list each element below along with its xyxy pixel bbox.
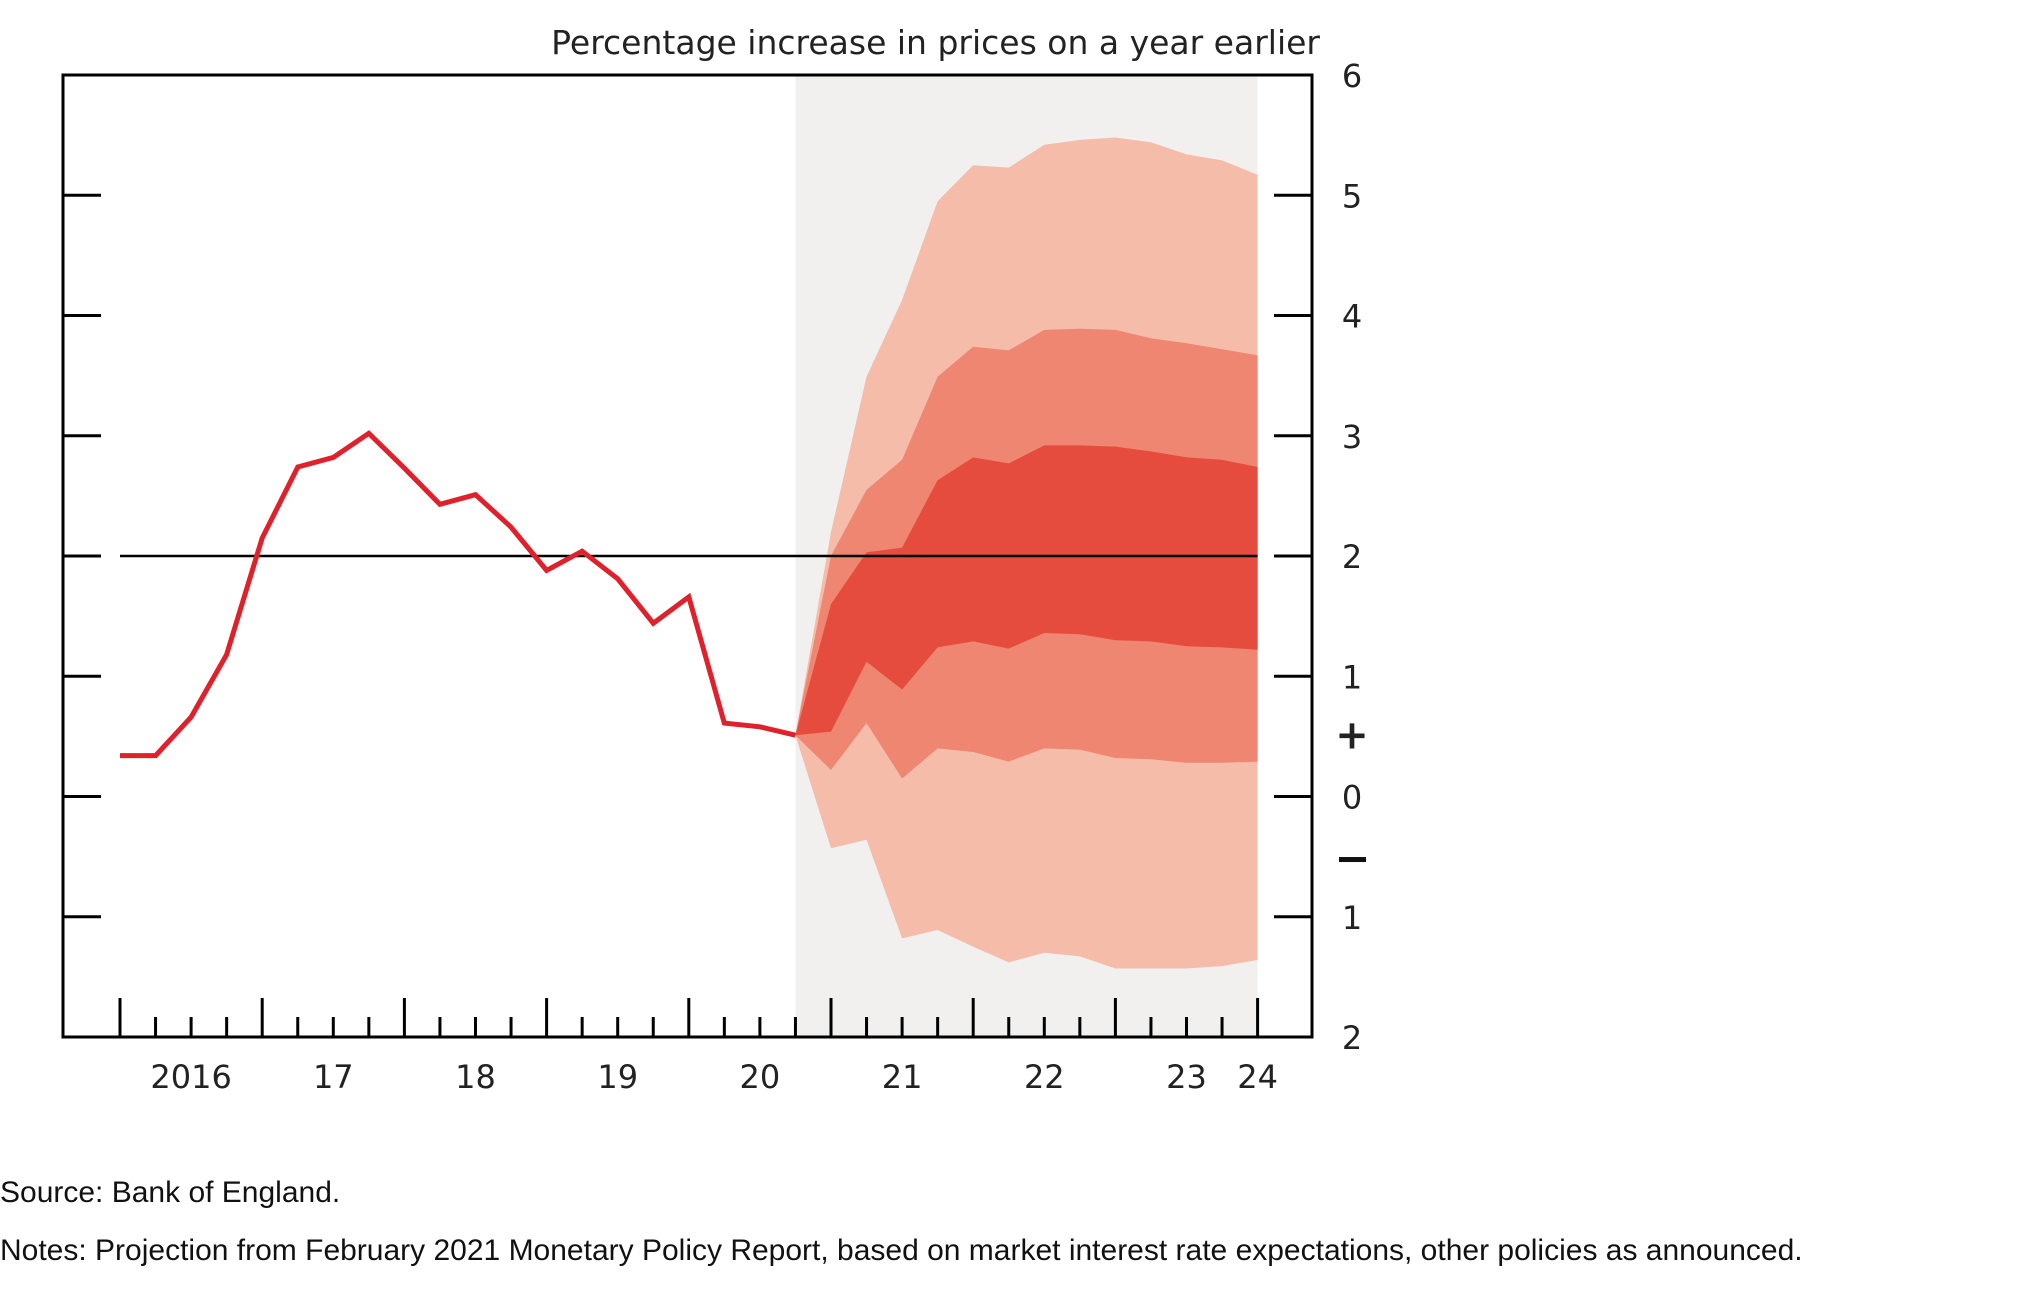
source-note: Source: Bank of England.	[0, 1176, 341, 1209]
y-tick-label: 1	[1342, 899, 1362, 937]
y-tick-label: 6	[1342, 57, 1362, 95]
y-tick-label: 3	[1342, 418, 1362, 456]
x-tick-label: 24	[1237, 1058, 1278, 1096]
plus-sign-marker: +	[1335, 712, 1369, 758]
chart-title: Percentage increase in prices on a year …	[551, 23, 1320, 62]
x-tick-label: 23	[1166, 1058, 1207, 1096]
minus-sign-marker	[1339, 857, 1366, 863]
x-tick-label: 22	[1024, 1058, 1065, 1096]
y-tick-label: 4	[1342, 298, 1362, 336]
y-tick-label: 2	[1342, 538, 1362, 576]
fan-bands	[795, 137, 1258, 969]
x-tick-label: 19	[597, 1058, 638, 1096]
x-tick-label: 17	[313, 1058, 354, 1096]
y-tick-label: 2	[1342, 1019, 1362, 1057]
x-tick-label: 18	[455, 1058, 496, 1096]
x-tick-label: 2016	[150, 1058, 231, 1096]
notes-text: Notes: Projection from February 2021 Mon…	[0, 1234, 1803, 1267]
y-tick-label: 0	[1342, 779, 1362, 817]
y-axis: 6 5 4 3 2 1 0 1 2 +	[63, 57, 1369, 1057]
y-tick-label: 1	[1342, 658, 1362, 696]
x-tick-label: 21	[882, 1058, 923, 1096]
historical-inflation-line	[120, 430, 796, 759]
x-tick-label: 20	[740, 1058, 781, 1096]
y-tick-label: 5	[1342, 177, 1362, 215]
fan-central-band	[795, 445, 1258, 736]
x-axis: 2016 17 18 19 20 21 22 23 24	[118, 998, 1278, 1096]
